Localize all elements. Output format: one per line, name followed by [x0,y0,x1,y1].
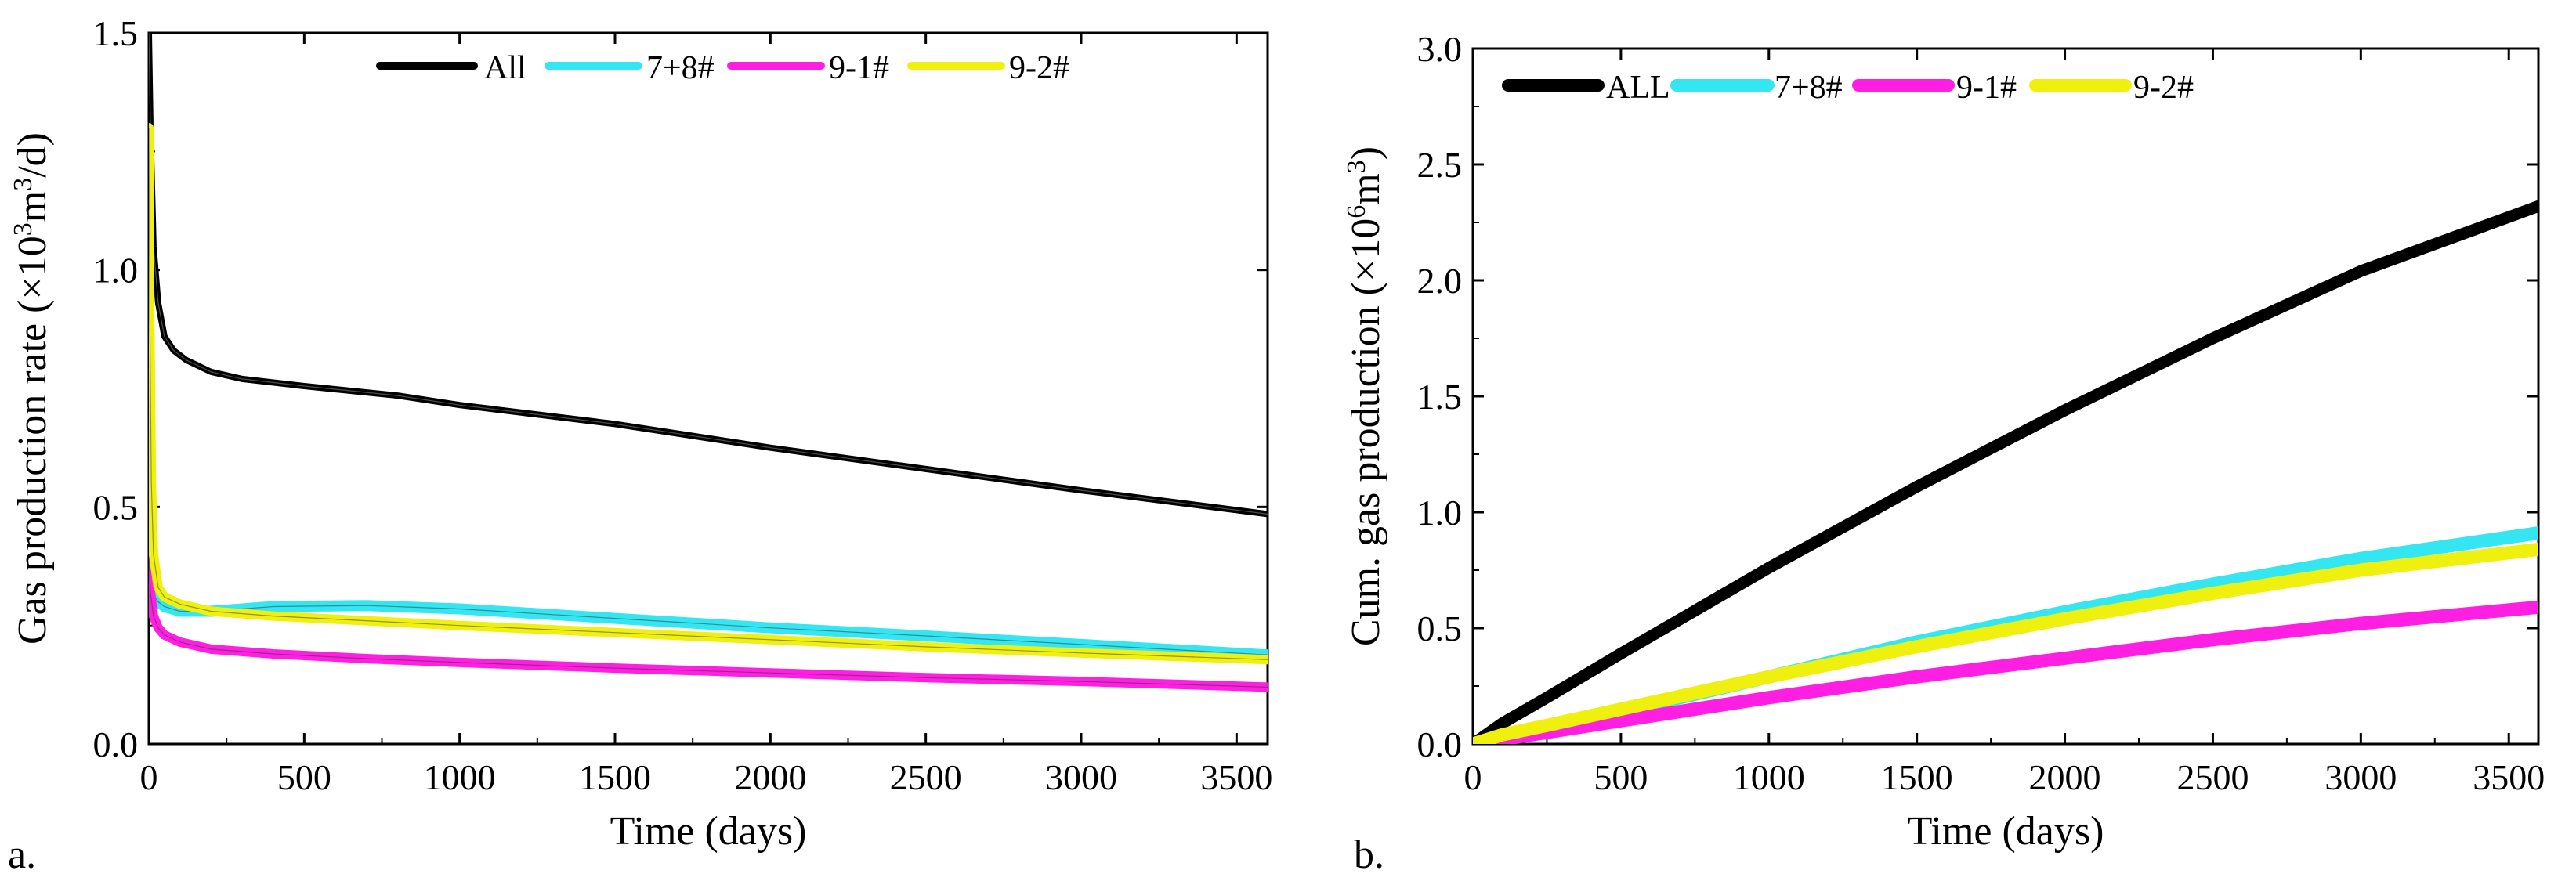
y-axis-label-part: /d) [10,132,55,178]
series-line-outline [149,554,1268,688]
y-tick-label: 0.0 [1417,724,1463,764]
y-tick-label: 1.5 [93,13,139,53]
x-tick-label: 3000 [1045,757,1117,797]
y-tick-label: 1.0 [93,251,139,291]
x-tick-label: 1000 [424,757,496,797]
x-tick-label: 1000 [1733,757,1805,797]
y-tick-label: 2.5 [1417,145,1463,185]
legend-label: 9-2# [2133,70,2194,106]
x-tick-label: 500 [1594,757,1648,797]
x-tick-label: 1500 [579,757,651,797]
legend-label: 7+8# [646,50,715,86]
x-tick-label: 0 [1464,757,1482,797]
x-tick-label: 2500 [2176,757,2249,797]
y-axis-label: Gas production rate (×103m3/d) [9,132,56,645]
panel-label: b. [1354,832,1384,877]
x-tick-label: 2000 [734,757,806,797]
x-tick-label: 2000 [2029,757,2101,797]
x-tick-label: 500 [277,757,331,797]
x-axis-label: Time (days) [1908,809,2104,854]
y-axis-label-part: m [1344,173,1388,204]
y-axis-label-part: Gas production rate (×10 [10,236,55,645]
series-line-outline [149,33,1268,515]
legend-label: ALL [1606,70,1670,106]
y-axis-label: Cum. gas production (×106m3) [1342,146,1389,646]
y-axis-label-superscript: 3 [9,178,38,191]
y-tick-label: 0.0 [93,724,139,764]
x-tick-label: 1500 [1881,757,1953,797]
y-axis-label-part: ) [1344,146,1388,160]
legend-label: All [484,50,526,86]
y-tick-label: 0.5 [1417,609,1463,648]
x-tick-label: 3000 [2325,757,2397,797]
legend-label: 9-2# [1009,50,1069,86]
y-tick-label: 1.0 [1417,493,1463,533]
legend-label: 9-1# [829,50,889,86]
x-tick-label: 2500 [890,757,962,797]
y-tick-label: 1.5 [1417,377,1463,417]
y-axis-label-part: Cum. gas production (×10 [1344,218,1388,646]
x-tick-label: 3500 [2473,757,2545,797]
series-line-all [1473,200,2538,744]
series-line-92 [1473,542,2538,744]
legend-label: 9-1# [1956,70,2017,106]
y-tick-label: 0.5 [93,487,139,527]
x-axis-label: Time (days) [610,809,807,854]
panel-b: 0 500 1000 1500 2000 2500 3000 3500 0.0 0.5 1.0 1.5… [1342,29,2545,877]
panel-label: a. [8,832,36,877]
y-axis-label-superscript: 3 [9,222,38,236]
series-line-outline [149,128,1268,660]
legend-label: 7+8# [1775,70,1843,106]
panel-a: 0 500 1000 1500 2000 2500 3000 3500 0.0 0.5 1.0 1.5… [8,13,1272,877]
y-axis-label-superscript: 6 [1342,205,1371,218]
x-tick-label: 3500 [1200,757,1272,797]
y-axis-label-superscript: 3 [1342,160,1371,173]
y-axis-label-part: m [10,191,55,222]
y-tick-label: 3.0 [1417,29,1463,69]
x-tick-label: 0 [140,757,158,797]
y-tick-label: 2.0 [1417,261,1463,301]
